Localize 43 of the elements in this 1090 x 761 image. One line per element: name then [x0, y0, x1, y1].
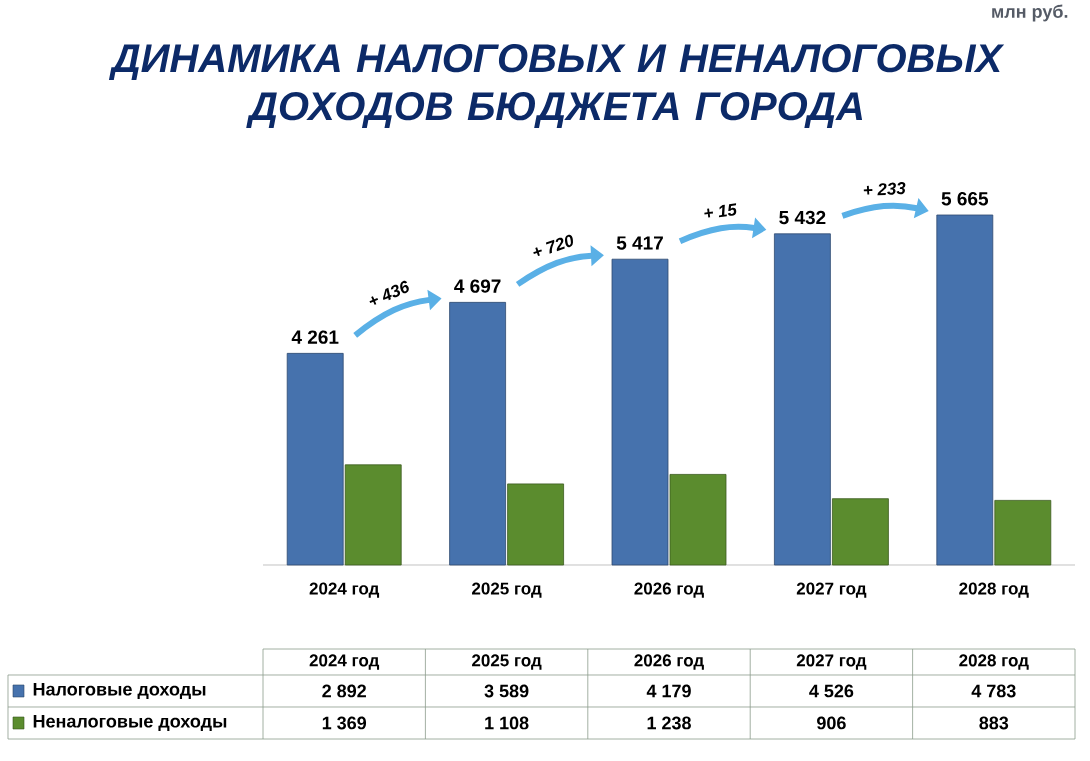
bar [832, 498, 889, 566]
bar [344, 464, 402, 566]
bar [286, 352, 344, 566]
bar [774, 233, 831, 566]
bar [936, 214, 994, 566]
data-label: 4 783 [971, 684, 1016, 698]
legend-label: Налоговые доходы [33, 683, 206, 699]
category-label: 2027 год [796, 654, 867, 670]
total-label: 5 417 [616, 236, 663, 250]
bar [669, 474, 727, 566]
data-label: 906 [817, 716, 846, 730]
x-tick-label: 2026 год [634, 582, 704, 598]
category-label: 2028 год [959, 654, 1029, 670]
category-label: 2025 год [472, 654, 542, 670]
x-tick-label: 2028 год [959, 582, 1029, 598]
data-label: 1 238 [647, 716, 691, 730]
bar [994, 499, 1052, 566]
bar [611, 258, 669, 566]
category-label: 2026 год [634, 654, 704, 670]
total-label: 5 665 [941, 192, 989, 206]
x-tick-label: 2025 год [472, 582, 542, 598]
data-label: 1 369 [322, 716, 367, 730]
chart-title: ДИНАМИКА НАЛОГОВЫХ И НЕНАЛОГОВЫХ ДОХОДОВ БЮДЖЕТА ГОРОДА [108, 44, 1005, 128]
bar [507, 483, 564, 566]
total-label: 4 697 [454, 279, 501, 293]
text: млн руб. [992, 4, 1068, 22]
total-label: 4 261 [291, 330, 339, 344]
data-label: 883 [979, 716, 1009, 730]
data-label: 3 589 [484, 684, 529, 698]
x-tick-label: 2027 год [796, 582, 867, 598]
annotation: + 720 [533, 234, 574, 257]
legend-label: Неналоговые доходы [33, 715, 227, 731]
bar [449, 301, 506, 566]
total-label: 5 432 [779, 210, 826, 225]
annotation: + 436 [369, 280, 409, 305]
text: + 233 [863, 182, 906, 196]
data-label: 4 179 [646, 684, 691, 698]
category-label: 2024 год [309, 654, 380, 670]
x-tick-label: 2024 год [309, 582, 380, 598]
annotation: + 15 [704, 203, 737, 218]
data-label: 4 526 [809, 684, 854, 698]
data-label: 2 892 [322, 684, 366, 698]
data-label: 1 108 [485, 716, 529, 730]
